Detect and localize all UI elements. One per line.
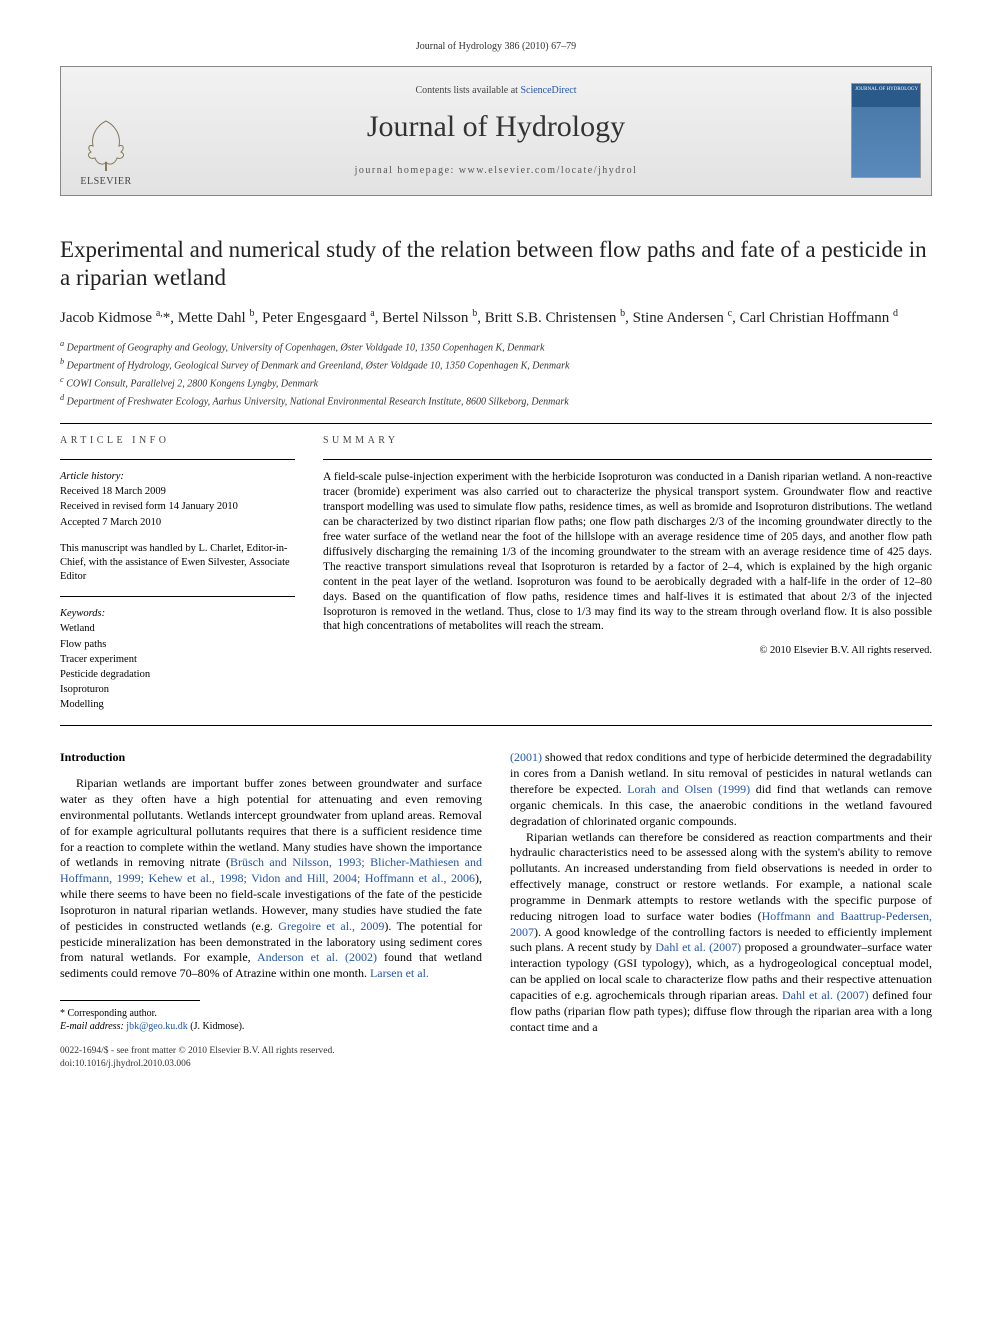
copyright-line: © 2010 Elsevier B.V. All rights reserved…	[323, 644, 932, 658]
editor-note: This manuscript was handled by L. Charle…	[60, 542, 295, 585]
keyword: Wetland	[60, 622, 295, 636]
affiliation: d Department of Freshwater Ecology, Aarh…	[60, 392, 932, 409]
keyword: Modelling	[60, 698, 295, 712]
sciencedirect-link[interactable]: ScienceDirect	[520, 85, 576, 96]
affiliation: b Department of Hydrology, Geological Su…	[60, 356, 932, 373]
affiliation: a Department of Geography and Geology, U…	[60, 338, 932, 355]
banner-center: Contents lists available at ScienceDirec…	[151, 67, 841, 195]
body-left-column: Introduction Riparian wetlands are impor…	[60, 750, 482, 1070]
corresponding-author-footnote: * Corresponding author. E-mail address: …	[60, 1007, 482, 1033]
email-link[interactable]: jbk@geo.ku.dk	[126, 1021, 187, 1032]
introduction-heading: Introduction	[60, 750, 482, 766]
keyword: Isoproturon	[60, 683, 295, 697]
intro-para-1: Riparian wetlands are important buffer z…	[60, 776, 482, 982]
intro-para-2: Riparian wetlands can therefore be consi…	[510, 830, 932, 1036]
summary-heading: SUMMARY	[323, 434, 932, 448]
publisher-logo-block: ELSEVIER	[61, 67, 151, 195]
citation-link[interactable]: Anderson et al. (2002)	[257, 950, 377, 964]
front-matter-line: 0022-1694/$ - see front matter © 2010 El…	[60, 1045, 482, 1058]
cover-thumbnail-block: JOURNAL OF HYDROLOGY	[841, 67, 931, 195]
article-info-column: ARTICLE INFO Article history: Received 1…	[60, 434, 295, 714]
elsevier-tree-icon	[81, 116, 131, 171]
contents-prefix: Contents lists available at	[415, 85, 520, 96]
keywords-label: Keywords:	[60, 607, 295, 621]
separator-rule	[60, 423, 932, 424]
contents-list-line: Contents lists available at ScienceDirec…	[415, 84, 576, 98]
email-label: E-mail address:	[60, 1021, 126, 1032]
affiliation-list: a Department of Geography and Geology, U…	[60, 338, 932, 408]
corr-author-label: * Corresponding author.	[60, 1007, 482, 1020]
citation-link[interactable]: Larsen et al.	[370, 966, 429, 980]
citation-link[interactable]: Gregoire et al., 2009	[278, 919, 384, 933]
citation-link[interactable]: Dahl et al. (2007)	[655, 940, 741, 954]
citation-link[interactable]: (2001)	[510, 750, 542, 764]
citation-link[interactable]: Dahl et al. (2007)	[782, 988, 869, 1002]
doi: doi:10.1016/j.jhydrol.2010.03.006	[60, 1058, 482, 1071]
keywords-subrule	[60, 596, 295, 597]
journal-banner: ELSEVIER Contents lists available at Sci…	[60, 66, 932, 196]
journal-homepage: journal homepage: www.elsevier.com/locat…	[355, 164, 638, 178]
email-attribution: (J. Kidmose).	[188, 1021, 245, 1032]
keyword: Pesticide degradation	[60, 668, 295, 682]
abstract-text: A field-scale pulse-injection experiment…	[323, 470, 932, 634]
cover-thumb-title: JOURNAL OF HYDROLOGY	[855, 87, 918, 92]
citation-link[interactable]: Lorah and Olsen (1999)	[627, 782, 750, 796]
summary-column: SUMMARY A field-scale pulse-injection ex…	[323, 434, 932, 714]
history-label: Article history:	[60, 470, 295, 484]
journal-cover-thumbnail: JOURNAL OF HYDROLOGY	[851, 83, 921, 178]
body-right-column: (2001) showed that redox conditions and …	[510, 750, 932, 1070]
history-received: Received 18 March 2009	[60, 485, 295, 499]
info-subrule	[60, 459, 295, 460]
publisher-name: ELSEVIER	[80, 175, 131, 189]
author-list: Jacob Kidmose a,*, Mette Dahl b, Peter E…	[60, 307, 932, 328]
footnote-rule	[60, 1000, 200, 1001]
keyword: Flow paths	[60, 638, 295, 652]
keywords-block: Keywords: Wetland Flow pathsTracer experi…	[60, 607, 295, 712]
history-revised: Received in revised form 14 January 2010	[60, 500, 295, 514]
journal-reference: Journal of Hydrology 386 (2010) 67–79	[60, 40, 932, 54]
article-info-heading: ARTICLE INFO	[60, 434, 295, 448]
affiliation: c COWI Consult, Parallelvej 2, 2800 Kong…	[60, 374, 932, 391]
summary-subrule	[323, 459, 932, 460]
article-title: Experimental and numerical study of the …	[60, 236, 932, 294]
history-accepted: Accepted 7 March 2010	[60, 516, 295, 530]
body-two-columns: Introduction Riparian wetlands are impor…	[60, 750, 932, 1070]
keyword: Tracer experiment	[60, 653, 295, 667]
separator-rule-2	[60, 725, 932, 726]
intro-para-1-cont: (2001) showed that redox conditions and …	[510, 750, 932, 829]
journal-name: Journal of Hydrology	[367, 107, 625, 148]
article-history: Article history: Received 18 March 2009 …	[60, 470, 295, 530]
